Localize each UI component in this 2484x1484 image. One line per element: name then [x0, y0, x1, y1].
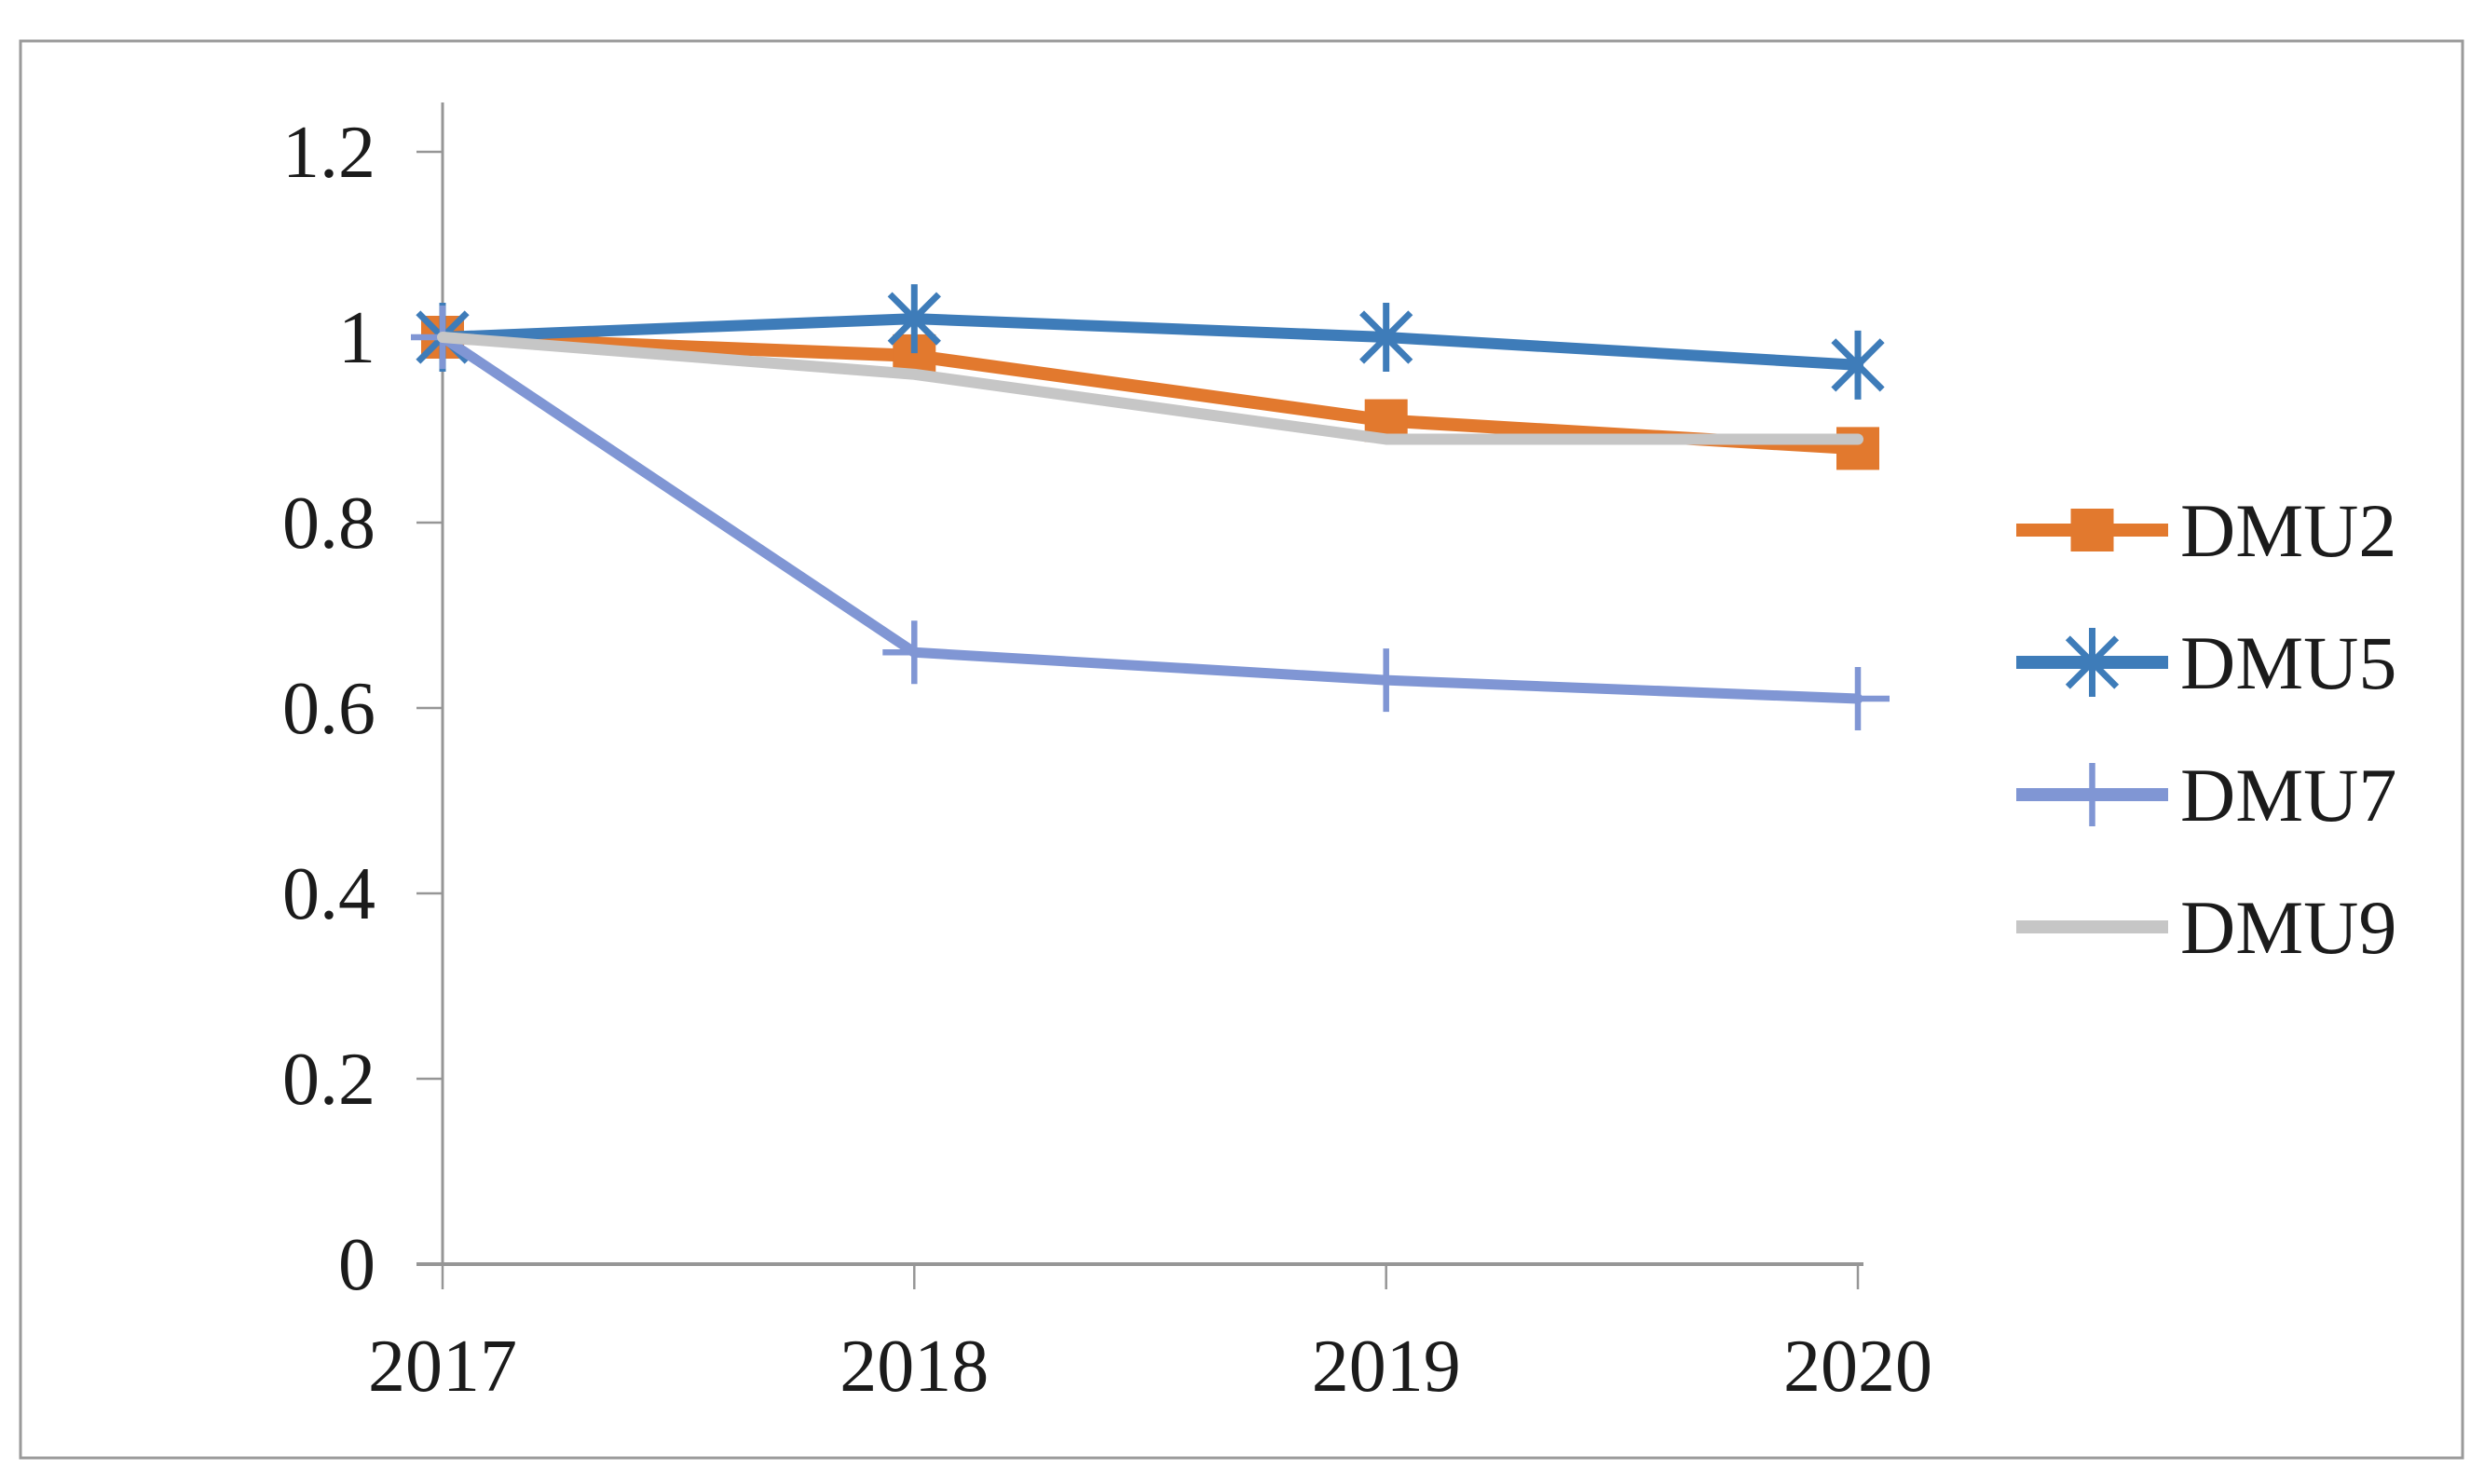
series-line-DMU7	[437, 332, 1863, 704]
series-DMU9	[437, 332, 1863, 445]
series-line-DMU9	[437, 332, 1863, 445]
asterisk-marker-spoke	[887, 292, 941, 346]
x-tick-label: 2019	[1312, 1326, 1461, 1408]
y-tick-label: 0.6	[282, 668, 375, 750]
series-DMU2	[421, 316, 1879, 470]
legend-item-DMU5: DMU5	[2016, 620, 2396, 705]
axes	[416, 102, 1863, 1266]
square-marker	[1836, 427, 1879, 470]
legend-item-DMU2: DMU2	[2016, 488, 2396, 573]
x-tick-label: 2018	[839, 1326, 989, 1408]
x-tick-label: 2020	[1783, 1326, 1932, 1408]
y-tick-label: 0	[338, 1224, 375, 1306]
y-tick-label: 1.2	[282, 112, 375, 194]
asterisk-marker-spoke	[2065, 635, 2120, 689]
legend-label: DMU2	[2180, 488, 2396, 573]
legend-label: DMU5	[2180, 620, 2396, 705]
series-line-DMU5	[437, 313, 1863, 371]
asterisk-marker-spoke	[1831, 338, 1885, 392]
x-tick-label: 2017	[368, 1326, 517, 1408]
y-tick-label: 0.2	[282, 1039, 375, 1121]
y-axis-ticks: 0 0.2 0.4 0.6 0.8 1 1.2	[282, 112, 443, 1306]
y-tick-label: 0.4	[282, 853, 375, 935]
asterisk-marker-spoke	[1359, 310, 1413, 364]
legend-item-DMU9: DMU9	[2016, 885, 2396, 970]
legend-label: DMU7	[2180, 753, 2396, 837]
legend-label: DMU9	[2180, 885, 2396, 970]
legend: DMU2 DMU5 DMU7 DMU9	[2016, 488, 2396, 970]
square-marker	[2070, 509, 2114, 551]
y-tick-label: 0.8	[282, 483, 375, 565]
legend-item-DMU7: DMU7	[2016, 753, 2396, 837]
y-tick-label: 1	[338, 297, 375, 379]
series-DMU7	[411, 306, 1890, 731]
x-axis-ticks: 2017 2018 2019 2020	[368, 1264, 1932, 1408]
figure-border	[19, 39, 2464, 1460]
